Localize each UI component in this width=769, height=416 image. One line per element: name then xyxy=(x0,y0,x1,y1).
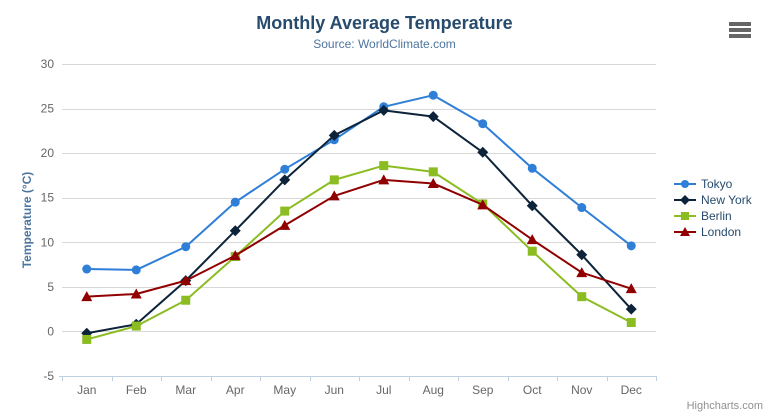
data-point-tokyo[interactable] xyxy=(82,264,92,274)
data-point-london[interactable] xyxy=(576,267,588,278)
x-axis-label: Dec xyxy=(621,383,642,397)
data-point-berlin[interactable] xyxy=(131,321,141,331)
data-point-london[interactable] xyxy=(427,177,439,188)
hamburger-menu-icon[interactable] xyxy=(729,22,751,38)
legend-item-label: London xyxy=(701,225,742,239)
y-axis-label: 15 xyxy=(41,191,55,205)
x-axis-label: Nov xyxy=(571,383,592,397)
hamburger-bar xyxy=(729,22,751,26)
legend-item-label: Berlin xyxy=(701,209,732,223)
data-point-berlin[interactable] xyxy=(82,334,92,344)
data-point-berlin[interactable] xyxy=(280,206,290,216)
square-marker-icon xyxy=(674,212,696,220)
x-axis-label: Apr xyxy=(226,383,245,397)
data-point-tokyo[interactable] xyxy=(626,241,636,251)
data-point-new-york[interactable] xyxy=(378,104,390,116)
data-point-tokyo[interactable] xyxy=(527,163,537,173)
chart-subtitle: Source: WorldClimate.com xyxy=(313,37,456,51)
data-point-london[interactable] xyxy=(229,250,241,261)
x-axis-label: Jul xyxy=(376,383,391,397)
data-point-tokyo[interactable] xyxy=(280,164,290,174)
x-axis-label: May xyxy=(273,383,296,397)
data-point-london[interactable] xyxy=(378,174,390,185)
data-point-new-york[interactable] xyxy=(477,146,489,158)
credits-link[interactable]: Highcharts.com xyxy=(686,400,763,412)
data-point-london[interactable] xyxy=(526,234,538,245)
legend-item-berlin[interactable]: Berlin xyxy=(674,208,752,224)
diamond-marker-icon xyxy=(674,195,696,205)
data-point-tokyo[interactable] xyxy=(577,203,587,213)
data-point-berlin[interactable] xyxy=(379,161,389,171)
data-point-london[interactable] xyxy=(477,199,489,210)
data-point-new-york[interactable] xyxy=(625,303,637,315)
data-point-berlin[interactable] xyxy=(181,295,191,305)
data-point-tokyo[interactable] xyxy=(230,197,240,207)
legend-item-london[interactable]: London xyxy=(674,224,752,240)
data-point-tokyo[interactable] xyxy=(181,242,191,252)
x-axis-label: Jun xyxy=(325,383,344,397)
data-point-tokyo[interactable] xyxy=(131,265,141,275)
series-line-london xyxy=(86,178,632,298)
hamburger-bar xyxy=(729,34,751,38)
hamburger-bar xyxy=(729,28,751,32)
data-point-berlin[interactable] xyxy=(577,292,587,302)
series-line-new-york xyxy=(86,109,632,335)
x-axis-label: Jan xyxy=(77,383,96,397)
data-point-tokyo[interactable] xyxy=(428,90,438,100)
x-axis-label: Sep xyxy=(472,383,494,397)
data-point-berlin[interactable] xyxy=(626,318,636,328)
data-point-london[interactable] xyxy=(279,219,291,230)
data-point-new-york[interactable] xyxy=(328,129,340,141)
series-line-tokyo xyxy=(86,94,632,271)
data-point-tokyo[interactable] xyxy=(478,119,488,129)
legend-item-tokyo[interactable]: Tokyo xyxy=(674,176,752,192)
chart-title: Monthly Average Temperature xyxy=(256,13,513,33)
data-point-london[interactable] xyxy=(130,288,142,299)
data-point-new-york[interactable] xyxy=(526,200,538,212)
x-axis-label: Aug xyxy=(423,383,444,397)
data-point-berlin[interactable] xyxy=(329,175,339,185)
y-axis-label: -5 xyxy=(43,369,54,383)
y-axis-label: 30 xyxy=(41,57,55,71)
data-point-new-york[interactable] xyxy=(576,249,588,261)
triangle-marker-icon xyxy=(674,227,696,236)
circle-marker-icon xyxy=(674,180,696,188)
legend: Tokyo New York Berlin London xyxy=(674,176,752,240)
legend-item-new-york[interactable]: New York xyxy=(674,192,752,208)
y-axis-label: 10 xyxy=(41,235,55,249)
y-axis-label: 5 xyxy=(47,280,54,294)
x-axis-label: Mar xyxy=(175,383,196,397)
data-point-london[interactable] xyxy=(81,291,93,302)
data-point-london[interactable] xyxy=(625,283,637,294)
data-point-new-york[interactable] xyxy=(279,174,291,186)
data-point-new-york[interactable] xyxy=(229,225,241,237)
y-axis-label: 0 xyxy=(47,324,54,338)
data-point-new-york[interactable] xyxy=(427,111,439,123)
y-axis-label: 20 xyxy=(41,146,55,160)
data-point-berlin[interactable] xyxy=(527,246,537,256)
y-axis-label: 25 xyxy=(41,102,55,116)
legend-item-label: New York xyxy=(701,193,752,207)
data-point-london[interactable] xyxy=(180,275,192,286)
x-axis-label: Feb xyxy=(126,383,147,397)
series-line-berlin xyxy=(86,164,632,341)
x-axis-label: Oct xyxy=(523,383,542,397)
data-point-berlin[interactable] xyxy=(428,167,438,177)
legend-item-label: Tokyo xyxy=(701,177,733,191)
data-point-london[interactable] xyxy=(328,190,340,201)
y-axis-title: Temperature (°C) xyxy=(20,171,34,269)
